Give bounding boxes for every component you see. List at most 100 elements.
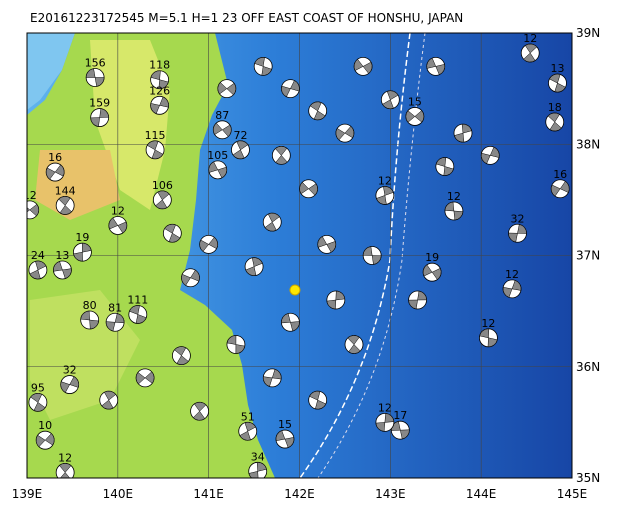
beachball xyxy=(335,123,355,143)
ball-quadrant xyxy=(547,112,560,123)
depth-label: 111 xyxy=(127,293,148,306)
ball-quadrant xyxy=(199,239,210,252)
ball-quadrant xyxy=(226,335,237,345)
beachball xyxy=(308,390,328,410)
depth-label: 87 xyxy=(215,109,229,122)
beachball xyxy=(444,201,464,221)
ball-quadrant xyxy=(144,371,155,384)
ball-quadrant xyxy=(245,266,257,276)
ball-quadrant xyxy=(108,217,119,230)
events: 156 159 118 126 115 16 144 12 106 12 24 13 19 80 81 111… xyxy=(23,33,570,478)
ball-quadrant xyxy=(523,52,536,63)
depth-label: 81 xyxy=(108,301,122,314)
ball-quadrant xyxy=(35,260,47,271)
beachball xyxy=(135,368,155,388)
beachball xyxy=(172,346,191,366)
beachball xyxy=(45,162,65,182)
ball-quadrant xyxy=(135,372,146,385)
beachball xyxy=(344,335,364,354)
ball-quadrant xyxy=(435,157,447,167)
ball-quadrant xyxy=(105,321,116,332)
ball-quadrant xyxy=(422,264,433,277)
ball-quadrant xyxy=(73,251,83,262)
ball-quadrant xyxy=(248,471,259,478)
beachball xyxy=(99,390,119,410)
ball-quadrant xyxy=(444,201,455,212)
depth-label: 34 xyxy=(251,450,265,463)
depth-label: 15 xyxy=(408,95,422,108)
ball-quadrant xyxy=(208,236,218,250)
ball-quadrant xyxy=(33,401,46,412)
beachball xyxy=(520,43,540,63)
beachball xyxy=(85,68,105,87)
ball-quadrant xyxy=(517,224,527,234)
ball-quadrant xyxy=(69,376,79,388)
beachball xyxy=(435,157,455,176)
main-event xyxy=(289,284,301,296)
lon-label: 141E xyxy=(193,487,224,501)
beachball xyxy=(308,101,328,121)
beachball xyxy=(479,328,498,348)
ball-quadrant xyxy=(29,269,41,280)
beachball xyxy=(380,90,400,110)
ball-quadrant xyxy=(244,422,257,432)
ball-quadrant xyxy=(217,166,227,179)
depth-label: 12 xyxy=(58,451,72,464)
beachball xyxy=(35,430,55,450)
lat-label: 35N xyxy=(576,471,600,485)
beachball xyxy=(453,123,473,143)
beachball xyxy=(390,420,410,440)
beachball xyxy=(128,305,148,324)
ball-quadrant xyxy=(417,290,427,301)
ball-quadrant xyxy=(261,66,273,76)
depth-label: 18 xyxy=(548,101,562,114)
ball-quadrant xyxy=(315,399,327,410)
ball-quadrant xyxy=(549,73,561,84)
map-area: 156 159 118 126 115 16 144 12 106 12 24 13 19 80 81 111… xyxy=(23,33,572,478)
ball-quadrant xyxy=(281,85,291,98)
ball-quadrant xyxy=(159,96,169,108)
ball-quadrant xyxy=(232,149,245,160)
depth-label: 12 xyxy=(111,204,125,217)
beachball xyxy=(375,186,395,205)
depth-label: 12 xyxy=(23,189,37,202)
ball-quadrant xyxy=(44,433,55,446)
beachball xyxy=(150,70,170,90)
beachball xyxy=(262,212,282,232)
ball-quadrant xyxy=(117,221,128,234)
ball-quadrant xyxy=(371,255,382,265)
ball-quadrant xyxy=(362,246,373,256)
beachball xyxy=(326,290,346,310)
ball-quadrant xyxy=(275,430,286,442)
depth-label: 12 xyxy=(481,317,495,330)
ball-quadrant xyxy=(481,152,491,164)
depth-label: 16 xyxy=(553,168,567,181)
depth-label: 10 xyxy=(38,419,52,432)
ball-quadrant xyxy=(29,203,39,217)
ball-quadrant xyxy=(27,207,31,213)
beachball xyxy=(208,160,228,180)
depth-label: 15 xyxy=(278,418,292,431)
ball-quadrant xyxy=(217,82,228,95)
depth-label: 13 xyxy=(55,249,69,262)
ball-quadrant xyxy=(80,310,90,321)
beachball xyxy=(190,401,209,421)
ball-quadrant xyxy=(176,355,189,365)
ball-quadrant xyxy=(94,77,105,87)
depth-label: 12 xyxy=(505,268,519,281)
depth-label: 80 xyxy=(83,299,97,312)
lat-label: 39N xyxy=(576,26,600,40)
ball-quadrant xyxy=(168,232,181,243)
ball-quadrant xyxy=(344,125,355,139)
ball-quadrant xyxy=(213,122,223,135)
beachball xyxy=(217,79,237,99)
depth-label: 32 xyxy=(511,212,525,225)
depth-label: 17 xyxy=(393,409,407,422)
ball-quadrant xyxy=(221,124,232,137)
ball-quadrant xyxy=(58,196,71,206)
beachball xyxy=(162,223,182,243)
beachball xyxy=(353,56,373,76)
beachball xyxy=(262,368,282,388)
ball-quadrant xyxy=(174,346,187,357)
